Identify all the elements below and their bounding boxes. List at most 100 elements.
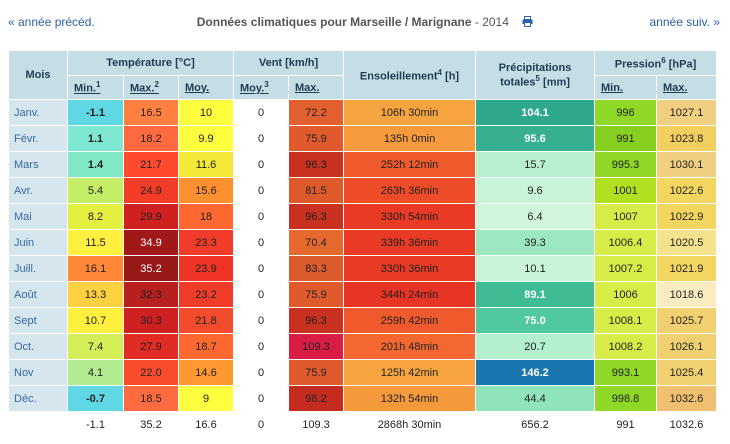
cell-tmin: 8.2 [68,204,123,229]
cell-vmoy: 0 [234,334,288,359]
cell-tmin: -0.7 [68,386,123,411]
top-bar: « année précéd. Données climatiques pour… [0,0,730,30]
ensoleillement-label: Ensoleillement [359,70,438,83]
header-vent: Vent [km/h] [234,51,343,75]
cell-precip: 75.0 [476,308,594,333]
cell-pmax: 1025.7 [657,308,716,333]
footnote-5[interactable]: 5 [535,73,540,83]
cell-sun: 132h 54min [344,386,475,411]
cell-sun: 330h 54min [344,204,475,229]
cell-tmin: 11.5 [68,230,123,255]
cell-precip: 44.4 [476,386,594,411]
total-vmoy: 0 [234,412,288,437]
cell-vmax: 98.2 [289,386,343,411]
cell-tmax: 16.5 [124,100,178,125]
cell-pmin: 1007 [595,204,656,229]
cell-pmax: 1027.1 [657,100,716,125]
month-label[interactable]: Oct. [9,334,67,359]
cell-precip: 15.7 [476,152,594,177]
header-temp-max[interactable]: Max.2 [124,76,178,99]
month-label[interactable]: Mars [9,152,67,177]
month-label[interactable]: Févr. [9,126,67,151]
next-year-link[interactable]: année suiv. » [649,15,721,29]
cell-pmax: 1030.1 [657,152,716,177]
cell-tmin: 10.7 [68,308,123,333]
cell-vmoy: 0 [234,386,288,411]
header-ensoleillement: Ensoleillement4 [h] [344,51,475,99]
precip-unit: [mm] [539,76,570,89]
cell-vmax: 75.9 [289,282,343,307]
cell-sun: 106h 30min [344,100,475,125]
cell-vmax: 75.9 [289,360,343,385]
header-temp-moy[interactable]: Moy. [179,76,233,99]
cell-tmoy: 23.2 [179,282,233,307]
cell-vmoy: 0 [234,256,288,281]
cell-vmoy: 0 [234,282,288,307]
cell-vmax: 72.2 [289,100,343,125]
cell-tmin: 5.4 [68,178,123,203]
cell-pmax: 1021.9 [657,256,716,281]
month-label[interactable]: Avr. [9,178,67,203]
precip-label-2: totales [500,76,536,89]
header-vent-moy[interactable]: Moy.3 [234,76,288,99]
cell-tmax: 24.9 [124,178,178,203]
page-title: Données climatiques pour Marseille / Mar… [0,15,730,29]
header-pression-min[interactable]: Min. [595,76,656,99]
footnote-2[interactable]: 2 [154,80,159,90]
header-vent-max[interactable]: Max. [289,76,343,99]
month-label[interactable]: Juill. [9,256,67,281]
cell-precip: 95.6 [476,126,594,151]
cell-vmoy: 0 [234,230,288,255]
cell-precip: 6.4 [476,204,594,229]
cell-tmoy: 18 [179,204,233,229]
cell-precip: 146.2 [476,360,594,385]
cell-sun: 330h 36min [344,256,475,281]
footnote-6[interactable]: 6 [661,55,666,65]
header-mois: Mois [9,51,67,99]
cell-sun: 252h 12min [344,152,475,177]
footnote-1[interactable]: 1 [96,80,101,90]
cell-tmax: 18.2 [124,126,178,151]
total-pmax: 1032.6 [657,412,716,437]
cell-sun: 263h 36min [344,178,475,203]
pression-unit: [hPa] [665,58,697,71]
month-label[interactable]: Sept [9,308,67,333]
ensoleillement-unit: [h] [441,70,460,83]
cell-pmin: 995.3 [595,152,656,177]
table-row: Déc. -0.7 18.5 9 0 98.2 132h 54min 44.4 998.8 103… [9,386,716,411]
cell-tmin: 1.4 [68,152,123,177]
cell-precip: 9.6 [476,178,594,203]
month-label[interactable]: Juin [9,230,67,255]
climate-table: Mois Température [°C] Vent [km/h] Ensole… [8,50,717,438]
cell-tmax: 35.2 [124,256,178,281]
cell-pmin: 996 [595,100,656,125]
cell-pmin: 1001 [595,178,656,203]
cell-vmoy: 0 [234,178,288,203]
month-label[interactable]: Nov [9,360,67,385]
cell-pmin: 1007.2 [595,256,656,281]
month-label[interactable]: Mai [9,204,67,229]
previous-year-link[interactable]: « année précéd. [8,15,95,29]
total-tmin: -1.1 [68,412,123,437]
table-row: Mars 1.4 21.7 11.6 0 96.3 252h 12min 15.7 995.3 1… [9,152,716,177]
cell-pmax: 1022.9 [657,204,716,229]
footnote-3[interactable]: 3 [264,80,269,90]
month-label[interactable]: Août [9,282,67,307]
cell-pmax: 1020.5 [657,230,716,255]
header-temp-min[interactable]: Min.1 [68,76,123,99]
cell-tmin: -1.1 [68,100,123,125]
printer-icon[interactable] [522,16,533,27]
header-pression-max[interactable]: Max. [657,76,716,99]
cell-vmoy: 0 [234,360,288,385]
cell-pmax: 1018.6 [657,282,716,307]
cell-tmoy: 11.6 [179,152,233,177]
month-label[interactable]: Déc. [9,386,67,411]
table-row: Avr. 5.4 24.9 15.6 0 81.5 263h 36min 9.6 1001 102… [9,178,716,203]
table-row: Févr. 1.1 18.2 9.9 0 75.9 135h 0min 95.6 991 1023… [9,126,716,151]
footnote-4[interactable]: 4 [437,67,442,77]
title-year: 2014 [482,15,509,29]
month-label[interactable]: Janv. [9,100,67,125]
cell-pmin: 991 [595,126,656,151]
cell-tmin: 1.1 [68,126,123,151]
cell-pmin: 1008.2 [595,334,656,359]
